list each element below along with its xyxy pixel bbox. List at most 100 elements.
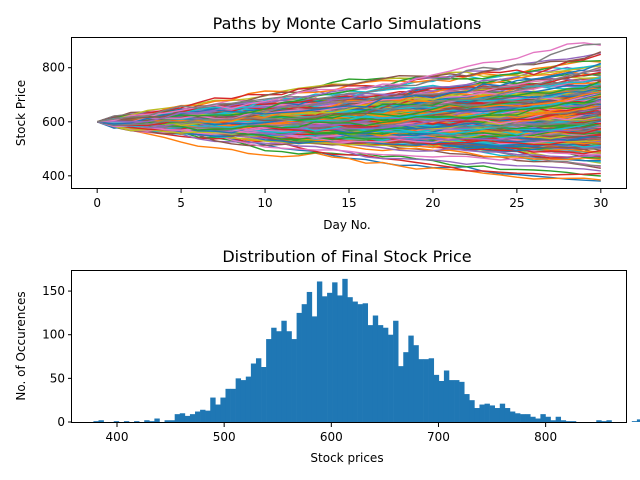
histogram-bar <box>332 282 338 422</box>
histogram-bar <box>255 358 262 422</box>
histogram-bar <box>393 320 399 422</box>
simulation-path <box>97 70 601 124</box>
y-tick-label: 600 <box>42 115 65 129</box>
histogram-bar <box>98 420 104 422</box>
histogram-bar <box>596 420 602 422</box>
simulation-path <box>97 62 602 125</box>
simulation-path <box>97 66 602 126</box>
distribution-chart: Distribution of Final Stock Price 400 500… <box>14 247 640 465</box>
histogram-bar <box>210 397 216 422</box>
histogram-bar <box>230 388 236 422</box>
histogram-bar <box>565 421 572 422</box>
x-tick-label: 0 <box>93 196 101 210</box>
histogram-bar <box>520 414 526 422</box>
histogram-bar <box>494 408 501 422</box>
histogram-bar <box>443 370 450 422</box>
distribution-chart-x-label: Stock prices <box>310 451 383 465</box>
y-tick-label: 50 <box>50 371 65 385</box>
histogram-bar <box>200 409 206 422</box>
distribution-chart-title: Distribution of Final Stock Price <box>222 247 471 266</box>
histogram-bar <box>316 281 323 422</box>
histogram-bar <box>261 367 267 422</box>
histogram-bar <box>515 413 521 422</box>
histogram-bar <box>418 359 424 422</box>
histogram-bar <box>448 380 455 422</box>
histogram-bar <box>438 380 445 422</box>
histogram-bar <box>134 421 140 422</box>
histogram-bar <box>322 296 328 422</box>
histogram-bar <box>311 316 318 422</box>
paths-chart-y-ticks: 400 600 800 <box>42 61 72 183</box>
histogram-bar <box>459 381 465 422</box>
y-tick-label: 800 <box>42 61 65 75</box>
histogram-bar <box>93 421 99 422</box>
histogram-bar <box>225 388 231 422</box>
histogram-bar <box>240 380 247 422</box>
paths-chart: Paths by Monte Carlo Simulations 0 5 10 15 2… <box>14 14 627 232</box>
histogram-bar <box>504 408 511 422</box>
histogram-bar <box>540 414 546 422</box>
simulation-path <box>97 121 601 181</box>
histogram-bar <box>144 420 150 422</box>
histogram-bar <box>215 404 221 422</box>
histogram-bar <box>113 421 120 422</box>
histogram-bar <box>205 410 211 422</box>
histogram-bar <box>357 304 363 422</box>
histogram-bar <box>408 335 414 422</box>
x-tick-label: 20 <box>425 196 440 210</box>
histogram-bar <box>306 291 313 422</box>
histogram-bar <box>382 327 389 422</box>
histogram-bar <box>550 420 556 422</box>
paths-chart-y-label: Stock Price <box>14 80 28 146</box>
histogram-bar <box>454 380 460 422</box>
simulation-path <box>97 43 601 123</box>
histogram-bar <box>636 419 640 422</box>
histogram-bar <box>189 414 196 422</box>
histogram-bar <box>154 418 160 422</box>
histogram-bar <box>555 416 562 422</box>
histogram-bar <box>367 325 374 422</box>
histogram-bar <box>220 397 226 422</box>
histogram-bar <box>276 331 282 422</box>
histogram-bar <box>545 416 551 422</box>
histogram-bar <box>250 363 257 422</box>
histogram-bar <box>164 420 170 422</box>
histogram-bar <box>352 301 358 422</box>
y-tick-label: 400 <box>42 169 65 183</box>
histogram-bar <box>479 404 485 422</box>
simulation-path <box>97 121 601 176</box>
histogram-bar <box>235 378 242 422</box>
histogram-bar <box>428 358 435 422</box>
simulation-path <box>97 42 601 123</box>
histogram-bar <box>266 339 272 422</box>
x-tick-label: 800 <box>534 430 557 444</box>
histogram-bar <box>388 334 394 422</box>
histogram-bar <box>169 420 175 422</box>
histogram-bar <box>474 408 480 422</box>
x-tick-label: 500 <box>213 430 236 444</box>
histogram-bar <box>301 304 308 422</box>
x-tick-label: 700 <box>427 430 450 444</box>
histogram-bar <box>281 320 287 422</box>
x-tick-label: 600 <box>320 430 343 444</box>
histogram-bar <box>464 394 470 422</box>
histogram-bar <box>245 376 252 422</box>
histogram-bar <box>606 420 612 422</box>
y-tick-label: 0 <box>57 415 65 429</box>
histogram-bar <box>123 421 130 422</box>
distribution-chart-frame <box>71 270 627 423</box>
y-tick-label: 100 <box>42 328 65 342</box>
histogram-bar <box>337 295 343 422</box>
paths-chart-frame <box>71 37 627 189</box>
histogram-bar <box>423 359 429 422</box>
histogram-bar <box>535 418 541 422</box>
paths-chart-title: Paths by Monte Carlo Simulations <box>213 14 482 33</box>
y-tick-label: 150 <box>42 284 65 298</box>
histogram-bar <box>509 411 516 422</box>
histogram-bar <box>530 416 536 422</box>
histogram-bars <box>93 278 640 422</box>
x-tick-label: 400 <box>106 430 129 444</box>
histogram-bar <box>499 403 506 422</box>
histogram-bar <box>398 366 404 422</box>
